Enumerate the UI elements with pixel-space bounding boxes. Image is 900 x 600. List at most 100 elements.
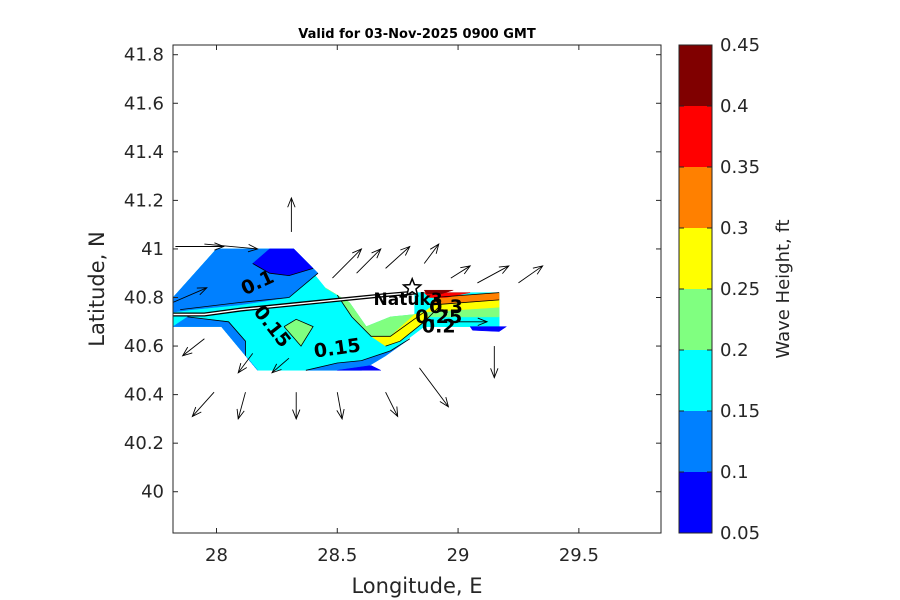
wind-vector-head xyxy=(389,406,399,418)
wind-vector-head xyxy=(236,408,245,421)
wind-vectors xyxy=(172,196,544,421)
y-tick-label: 40.8 xyxy=(124,287,164,308)
wind-vector-head xyxy=(247,244,259,253)
wind-vector xyxy=(191,391,215,418)
wind-vector-head xyxy=(532,265,544,275)
colorbar-tick-label: 0.35 xyxy=(720,157,760,178)
contour-label: 0.2 xyxy=(422,316,456,338)
contour-line-3 xyxy=(305,338,411,371)
wind-vector xyxy=(385,391,399,418)
x-tick-label: 29.5 xyxy=(559,545,599,566)
colorbar-tick-label: 0.15 xyxy=(720,401,760,422)
colorbar-band xyxy=(679,472,712,533)
plot-frame xyxy=(172,44,662,534)
wind-vector-head xyxy=(336,409,345,421)
wind-vector-head xyxy=(196,287,208,296)
wind-vector-head xyxy=(498,265,510,274)
wind-vector-head xyxy=(371,248,382,259)
wind-vector-shaft xyxy=(332,248,362,279)
coastline-inner xyxy=(173,291,415,316)
wind-vector-shaft xyxy=(237,392,246,420)
colorbar-tick-label: 0.05 xyxy=(720,523,760,544)
colorbar-label: Wave Height, ft xyxy=(773,219,794,358)
y-tick-label: 41 xyxy=(141,239,164,260)
y-tick-label: 40.2 xyxy=(124,433,164,454)
wind-vector-head xyxy=(271,363,282,374)
axis-ticks: 28 28.5 29 29.5 40 40.2 40.4 40.6 40.8 41 41.2 41.4… xyxy=(124,45,661,566)
contour-fill-band-0.05-0.1-east-tip xyxy=(469,326,508,332)
wind-vector xyxy=(181,338,205,357)
contour-line-5 xyxy=(283,318,314,347)
y-axis-label: Latitude, N xyxy=(85,231,109,347)
station-marker-group: Natuk3 xyxy=(374,276,443,310)
wind-vector-shaft xyxy=(385,246,411,269)
wind-vector-shaft xyxy=(419,367,449,408)
colorbar-ticks: 0.05 0.1 0.15 0.2 0.25 0.3 0.35 0.4 0.45 xyxy=(679,35,760,544)
colorbar-bands xyxy=(679,45,712,533)
wind-vector-shaft xyxy=(182,338,205,357)
colorbar-band xyxy=(679,167,712,228)
colorbar-tick-label: 0.45 xyxy=(720,35,760,56)
wind-vector-shaft xyxy=(271,357,290,374)
wind-vector xyxy=(204,243,259,253)
x-tick-label: 29 xyxy=(447,545,470,566)
wind-vector-shaft xyxy=(423,243,440,264)
y-tick-label: 40.4 xyxy=(124,385,164,406)
wind-vector xyxy=(236,392,246,421)
plot-area: 0.10.15 0.150.250.30.2 Natuk3 28 28.5 29 29.… xyxy=(124,44,662,566)
contour-fill-band-0.4-0.45 xyxy=(423,289,454,295)
wind-vector xyxy=(271,357,290,374)
wind-vector xyxy=(292,392,301,421)
y-tick-label: 40.6 xyxy=(124,336,164,357)
contour-label: 0.25 xyxy=(415,306,462,328)
contour-line-1 xyxy=(252,263,314,277)
wind-vector-shaft xyxy=(204,243,258,250)
colorbar-band xyxy=(679,411,712,472)
filled-contours xyxy=(172,248,508,371)
wind-vector-head xyxy=(214,242,225,251)
wind-vector-head xyxy=(400,245,411,256)
coastline xyxy=(173,290,415,317)
station-star-icon xyxy=(401,276,423,297)
contour-line-7 xyxy=(433,299,500,306)
colorbar-tick-label: 0.4 xyxy=(720,96,749,117)
wind-vector-head xyxy=(490,368,499,379)
wind-vector xyxy=(423,243,440,264)
colorbar-tick-label: 0.3 xyxy=(720,218,749,239)
colorbar-band xyxy=(679,289,712,350)
station-label: Natuk3 xyxy=(374,290,443,310)
x-tick-label: 28.5 xyxy=(317,545,357,566)
wind-vector xyxy=(172,287,208,303)
wind-vector xyxy=(237,353,254,374)
wind-vector-head xyxy=(287,196,296,208)
wind-vector-head xyxy=(181,346,193,357)
wind-vector-shaft xyxy=(477,265,510,284)
x-axis-label: Longitude, E xyxy=(351,574,482,598)
wind-vector xyxy=(287,196,296,232)
colorbar-tick-label: 0.2 xyxy=(720,340,749,361)
colorbar-tick-label: 0.1 xyxy=(720,462,749,483)
wind-vector xyxy=(477,265,510,284)
wind-vector-shaft xyxy=(385,391,399,417)
wind-vector xyxy=(385,245,411,269)
colorbar-band xyxy=(679,228,712,289)
wind-vector xyxy=(490,346,499,379)
wind-vector xyxy=(332,248,363,279)
wind-vector-shaft xyxy=(237,353,254,374)
contour-lines xyxy=(180,263,500,371)
wind-vector-shaft xyxy=(336,392,343,419)
y-tick-label: 40 xyxy=(141,482,164,503)
wind-vector xyxy=(356,248,382,274)
wind-vector-shaft xyxy=(191,391,215,417)
contour-line-8 xyxy=(433,292,500,298)
wind-vector-head xyxy=(439,396,450,408)
colorbar-band xyxy=(679,350,712,411)
y-tick-label: 41.2 xyxy=(124,190,164,211)
colorbar-tick-label: 0.25 xyxy=(720,279,760,300)
contour-line-0 xyxy=(180,272,319,310)
wind-vector-head xyxy=(460,265,472,275)
wind-vector xyxy=(450,265,472,279)
y-tick-label: 41.8 xyxy=(124,45,164,66)
colorbar-band xyxy=(679,45,712,106)
wind-vector-head xyxy=(352,248,363,259)
